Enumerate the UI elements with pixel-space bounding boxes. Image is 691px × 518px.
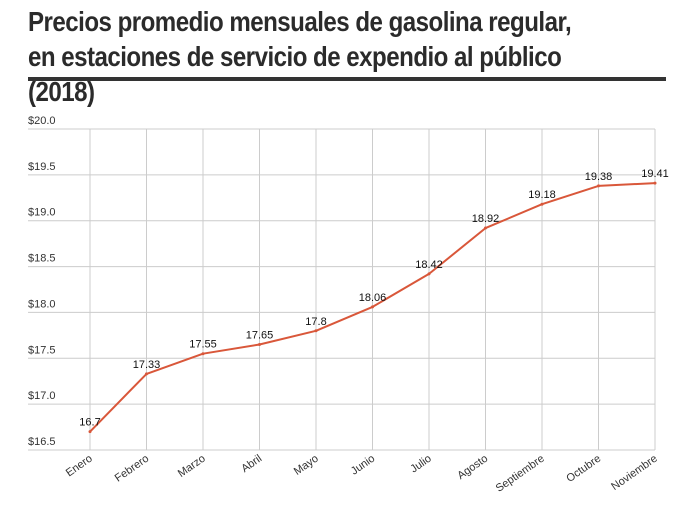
y-tick-label: $19.0 bbox=[28, 207, 56, 219]
x-tick-label: Mayo bbox=[292, 453, 321, 478]
x-tick-label: Julio bbox=[408, 453, 433, 476]
y-tick-label: $20.0 bbox=[28, 115, 56, 127]
data-point bbox=[540, 202, 544, 206]
x-tick-label: Enero bbox=[64, 453, 95, 480]
data-point bbox=[314, 329, 318, 333]
x-tick-label: Noviembre bbox=[609, 453, 659, 493]
x-tick-label: Agosto bbox=[455, 453, 490, 482]
data-label: 16.7 bbox=[79, 417, 100, 429]
data-label: 18.42 bbox=[415, 259, 443, 271]
data-label: 17.65 bbox=[246, 330, 274, 342]
data-point bbox=[145, 372, 148, 376]
data-point bbox=[258, 343, 261, 347]
y-tick-label: $16.5 bbox=[28, 436, 56, 448]
data-point bbox=[597, 184, 600, 188]
y-tick-label: $18.0 bbox=[28, 298, 56, 310]
y-tick-label: $18.5 bbox=[28, 253, 56, 265]
data-label: 19.18 bbox=[528, 189, 556, 201]
data-label: 17.55 bbox=[189, 339, 217, 351]
title-rule bbox=[28, 77, 666, 81]
data-label: 18.06 bbox=[359, 292, 387, 304]
data-label: 17.33 bbox=[133, 359, 161, 371]
data-point bbox=[88, 430, 92, 434]
chart-title: Precios promedio mensuales de gasolina r… bbox=[28, 6, 572, 107]
data-label: 18.92 bbox=[472, 213, 500, 225]
x-tick-label: Septiembre bbox=[494, 453, 547, 495]
x-tick-label: Junio bbox=[349, 453, 377, 478]
x-tick-label: Octubre bbox=[564, 453, 603, 485]
data-point bbox=[371, 305, 374, 309]
y-tick-label: $17.0 bbox=[28, 390, 56, 402]
data-point bbox=[427, 272, 431, 276]
data-point bbox=[484, 226, 487, 230]
data-label: 17.8 bbox=[305, 316, 326, 328]
data-point bbox=[201, 352, 205, 356]
x-tick-label: Marzo bbox=[176, 453, 208, 480]
x-tick-label: Abril bbox=[239, 453, 264, 475]
data-point bbox=[653, 181, 657, 185]
data-label: 19.38 bbox=[585, 171, 613, 183]
y-tick-label: $17.5 bbox=[28, 344, 56, 356]
x-tick-label: Febrero bbox=[113, 453, 151, 485]
data-label: 19.41 bbox=[641, 168, 669, 180]
y-tick-label: $19.5 bbox=[28, 161, 56, 173]
